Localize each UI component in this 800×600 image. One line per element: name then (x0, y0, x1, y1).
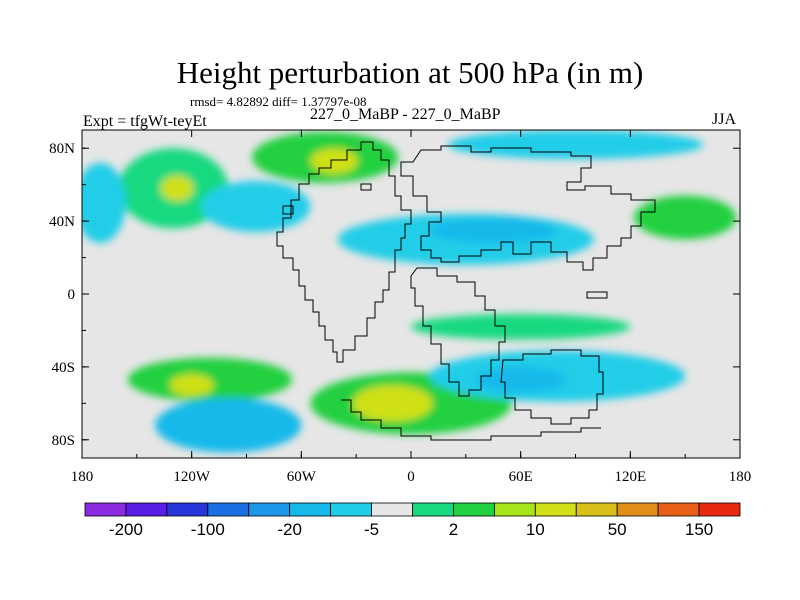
y-tick-label: 80N (49, 141, 75, 157)
contour-region-north-america-low (200, 181, 311, 233)
colorbar-swatch (453, 502, 495, 517)
contour-region-south-pacific-core (169, 374, 214, 397)
contour-fields (82, 130, 737, 453)
colorbar: -200 -100 -20 -5 2 10 50 150 (84, 502, 741, 539)
colorbar-swatch (657, 502, 700, 517)
colorbar-swatch (698, 502, 741, 517)
x-tick-label: 0 (407, 469, 415, 485)
colorbar-swatch (289, 502, 332, 517)
contour-region-arctic-low (447, 130, 704, 160)
x-tick-label: 60W (287, 469, 317, 485)
continent-outline (276, 141, 656, 441)
colorbar-swatch (412, 502, 454, 517)
colorbar-label: -200 (109, 520, 143, 539)
colorbar-swatch (534, 502, 577, 517)
colorbar-label: -100 (191, 520, 225, 539)
island-outline (282, 205, 294, 215)
contour-region-dateline-north-low (82, 162, 126, 243)
colorbar-swatch (616, 502, 659, 517)
coastline-australia (500, 349, 604, 425)
coastline-antarctica (341, 399, 601, 441)
x-tick-label: 60E (509, 469, 533, 485)
contour-region-south-pacific-low (155, 397, 302, 453)
contour-region-central-eurasia-core (429, 217, 558, 243)
x-tick-label: 120E (614, 469, 646, 485)
y-tick-label: 0 (68, 287, 76, 303)
colorbar-swatch (166, 502, 209, 517)
colorbar-swatch (575, 502, 618, 517)
contour-region-tropical-belt-high (411, 314, 631, 340)
x-tick-label: 180 (71, 469, 94, 485)
x-tick-label: 120W (173, 469, 211, 485)
colorbar-swatch (248, 502, 291, 517)
island-outline (360, 183, 372, 191)
coastline-america (276, 141, 412, 363)
colorbar-label: 2 (449, 520, 458, 539)
colorbar-swatch (330, 502, 372, 517)
colorbar-swatch (207, 502, 250, 517)
case-label: 227_0_MaBP - 227_0_MaBP (310, 106, 501, 123)
y-tick-label: 40N (49, 214, 75, 230)
contour-region-north-pacific-east-high (633, 195, 737, 240)
coastline-eurasia (400, 145, 656, 271)
island-outline (586, 291, 608, 299)
contour-region-south-atlantic-core (352, 385, 433, 422)
plot-title: Height perturbation at 500 hPa (in m) (176, 55, 644, 90)
colorbar-swatch (371, 502, 413, 517)
colorbar-label: 10 (526, 520, 545, 539)
contour-region-pacific-north-core (160, 175, 194, 202)
colorbar-swatch (84, 502, 127, 517)
axis-ticks: 180 120W 60W 0 60E 120E 180 80N 40N 0 40S 80S (49, 130, 751, 485)
y-tick-label: 80S (52, 433, 75, 449)
colorbar-swatch (493, 502, 536, 517)
x-tick-label: 180 (729, 469, 752, 485)
colorbar-label: 150 (685, 520, 713, 539)
season-label: JJA (712, 111, 737, 128)
coastline-africa (410, 267, 506, 397)
experiment-label: Expt = tfgWt-teyEt (83, 113, 207, 130)
colorbar-swatch (125, 502, 168, 517)
contour-region-north-atlantic-core (310, 148, 358, 174)
y-tick-label: 40S (52, 360, 75, 376)
stats-label: rmsd= 4.82892 diff= 1.37797e-08 (190, 94, 367, 109)
contour-region-indian-ocean-core (474, 366, 567, 393)
colorbar-label: 50 (608, 520, 627, 539)
colorbar-label: -20 (277, 520, 302, 539)
colorbar-label: -5 (364, 520, 379, 539)
